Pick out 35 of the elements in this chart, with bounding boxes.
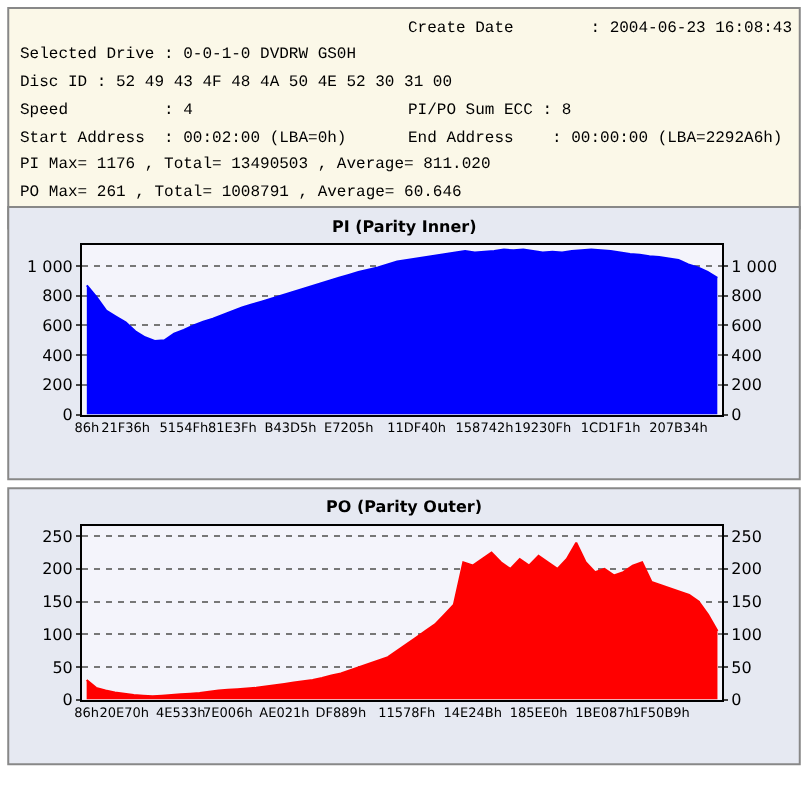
y-tick-label: 100 [42,625,73,644]
y2-tick-label: 0 [731,691,742,710]
y-tick-label: 1 000 [26,257,73,276]
text: Create Date : 2004-06-23 16:08:43 [408,20,793,38]
y-tick-label: 200 [42,560,73,579]
y-tick-label: 800 [42,287,73,306]
y2-tick-label: 400 [731,346,762,365]
y-tick-label: 250 [42,527,73,546]
y2-tick-label: 100 [731,625,762,644]
y2-tick-label: 200 [731,560,762,579]
chart-title: PI (Parity Inner) [332,218,477,236]
y2-tick-label: 200 [731,376,762,395]
text: PI/PO Sum ECC : 8 [408,102,572,120]
y-tick-label: 50 [52,658,73,677]
y-tick-label: 400 [42,346,73,365]
text: PO Max= 261 , Total= 1008791 , Average= 60.646 [20,184,463,202]
text: Start Address : 00:02:00 (LBA=0h) [20,130,347,148]
text: End Address : 00:00:00 (LBA=2292A6h) [408,130,783,148]
chart-title: PO (Parity Outer) [326,498,483,516]
y-tick-label: 150 [42,593,73,612]
text: Selected Drive : 0-0-1-0 DVDRW GS0H [20,46,357,64]
y2-tick-label: 50 [731,658,752,677]
y2-tick-label: 0 [731,406,742,425]
y-tick-label: 0 [62,406,73,425]
text: Disc ID : 52 49 43 4F 48 4A 50 4E 52 30 31 00 [20,74,453,92]
text: PI Max= 1176 , Total= 13490503 , Average= 811.020 [20,156,491,174]
y2-tick-label: 1 000 [731,257,778,276]
text: Speed : 4 [20,102,194,120]
y2-tick-label: 150 [731,593,762,612]
y-tick-label: 600 [42,317,73,335]
y2-tick-label: 600 [731,317,762,335]
y-tick-label: 0 [62,691,73,710]
y-tick-label: 200 [42,376,73,395]
y2-tick-label: 250 [731,527,762,546]
y2-tick-label: 800 [731,287,762,306]
